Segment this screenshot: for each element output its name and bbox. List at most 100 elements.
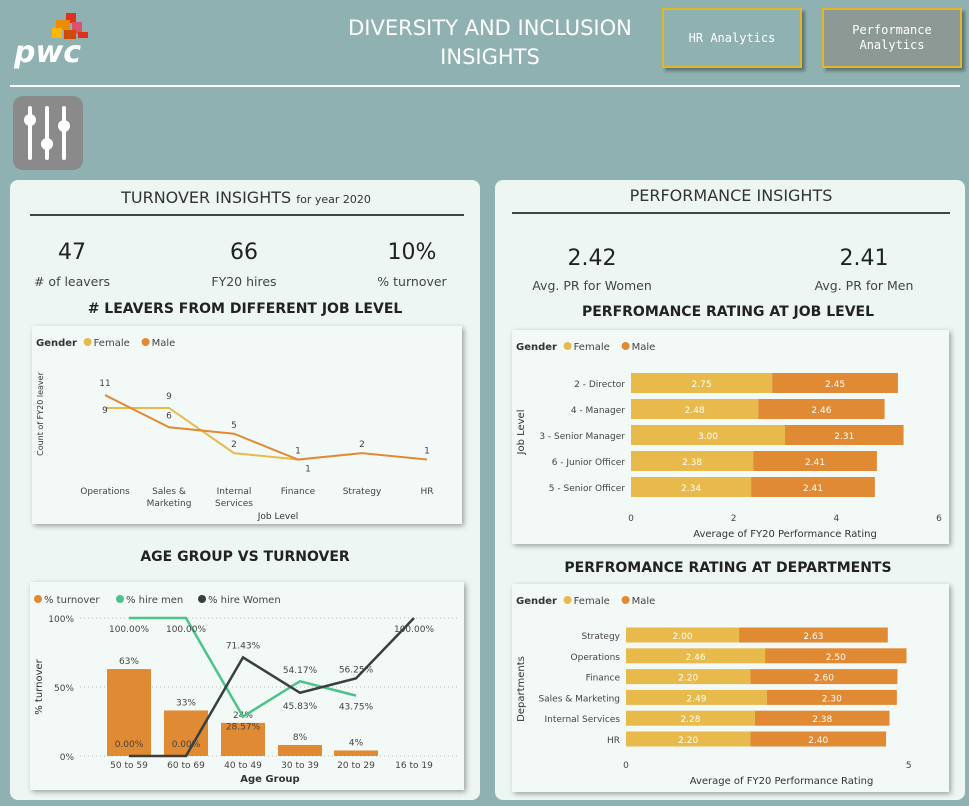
svg-joblevel-male-bar: [753, 451, 877, 471]
svg-departments-male-label: 2.38: [812, 715, 832, 725]
age-bar: [107, 669, 151, 756]
svg-departments-female-bar: [626, 648, 766, 664]
performance-analytics-button[interactable]: Performance Analytics: [822, 8, 962, 68]
leavers-series-line-male: [104, 394, 428, 461]
age-series-line: [129, 617, 415, 758]
leavers-x-tick-label: HR: [420, 487, 433, 497]
svg-joblevel-female-label: 2.75: [692, 380, 712, 390]
svg-departments-male-bar: [754, 710, 890, 726]
svg-departments-category-label: Sales & Marketing: [538, 694, 620, 704]
age-x-tick-label: 40 to 49: [224, 761, 262, 771]
departments-chart-title: PERFROMANCE RATING AT DEPARTMENTS: [564, 560, 892, 576]
pwc-logo: pwc: [13, 12, 94, 72]
svg-departments-female-label: 2.20: [678, 736, 698, 746]
kpi-hires-label: FY20 hires: [211, 274, 277, 289]
page-title: DIVERSITY AND INCLUSION INSIGHTS: [330, 14, 650, 72]
departments-bar-chart: Gender Female Male Departments Average of FY…: [516, 596, 912, 787]
age-bar-label: 8%: [293, 733, 308, 743]
legend-label: % turnover: [44, 595, 100, 606]
leavers-data-label: 9: [166, 392, 172, 402]
svg-departments-female-label: 2.46: [686, 653, 706, 663]
svg-joblevel-female-bar: [631, 399, 759, 419]
kpi-turnover-label: % turnover: [377, 274, 447, 289]
age-x-tick-label: 16 to 19: [395, 761, 433, 771]
leavers-data-label: 5: [231, 421, 237, 431]
svg-joblevel-female-label: 2.48: [685, 406, 705, 416]
svg-joblevel-female-label: 2.34: [681, 484, 701, 494]
age-combo-chart: % turnover % hire men % hire Women 0% 50% 100…: [34, 595, 460, 785]
age-line-label: 28.57%: [226, 723, 261, 733]
leavers-data-label: 2: [359, 440, 365, 450]
svg-joblevel-y-axis-label: Job Level: [516, 410, 527, 456]
svg-joblevel-male-label: 2.31: [834, 432, 854, 442]
age-bar-label: 63%: [119, 657, 139, 667]
svg-joblevel-male-bar: [785, 425, 904, 445]
svg-joblevel-female-bar: [631, 425, 785, 445]
leavers-data-label: 1: [295, 447, 301, 457]
joblevel-bar-chart: Gender Female Male Job Level Average of FY20…: [516, 342, 942, 540]
age-bar: [164, 710, 208, 756]
legend-marker: [621, 342, 630, 350]
leavers-data-label: 6: [166, 411, 172, 421]
kpi-hires-value: 66: [230, 240, 258, 265]
kpi-pr-men-value: 2.41: [839, 246, 889, 271]
age-bar: [221, 722, 265, 756]
leavers-data-label: 1: [305, 465, 311, 475]
svg-departments-x-axis-label: Average of FY20 Performance Rating: [690, 776, 874, 787]
svg-joblevel-female-label: 2.38: [682, 458, 702, 468]
age-x-tick-label: 50 to 59: [110, 761, 148, 771]
kpi-leavers-value: 47: [58, 240, 86, 265]
age-y-tick-label: 0%: [60, 753, 75, 763]
svg-joblevel-category-label: 5 - Senior Officer: [549, 484, 625, 494]
svg-joblevel-female-bar: [631, 451, 754, 471]
age-line-label: 45.83%: [283, 702, 318, 712]
age-line-label: 56.25%: [339, 665, 374, 675]
legend-marker: [116, 595, 124, 603]
sliders-icon: [24, 106, 70, 160]
legend-label: Male: [152, 338, 176, 349]
leavers-data-label: 9: [102, 406, 108, 416]
leavers-x-tick-label: Marketing: [147, 499, 192, 509]
svg-departments-male-label: 2.63: [803, 632, 823, 642]
performance-title-rule: [512, 212, 950, 214]
svg-departments-category-label: HR: [607, 736, 620, 746]
age-bar: [334, 750, 378, 756]
age-bar: [278, 744, 322, 756]
kpi-pr-women-label: Avg. PR for Women: [532, 278, 652, 293]
leavers-data-label: 11: [99, 379, 110, 389]
performance-analytics-label: Performance Analytics: [852, 23, 932, 52]
leavers-x-tick-label: Finance: [281, 487, 316, 497]
hr-analytics-button[interactable]: HR Analytics: [662, 8, 802, 68]
leavers-x-axis-label: Job Level: [257, 512, 299, 522]
svg-departments-category-label: Internal Services: [545, 715, 621, 725]
turnover-panel-title: TURNOVER INSIGHTS for year 2020: [121, 188, 371, 207]
header-divider: [10, 85, 960, 87]
age-x-tick-label: 30 to 39: [281, 761, 319, 771]
svg-departments-female-label: 2.20: [678, 674, 698, 684]
filter-toggle-button[interactable]: [13, 96, 83, 170]
kpi-turnover-value: 10%: [387, 240, 437, 265]
svg-departments-male-label: 2.50: [826, 653, 846, 663]
svg-joblevel-category-label: 4 - Manager: [571, 406, 625, 416]
svg-departments-y-axis-label: Departments: [516, 656, 527, 722]
age-line-label: 43.75%: [339, 703, 374, 713]
legend-label: Female: [574, 342, 610, 353]
age-y-tick-label: 50%: [54, 684, 74, 694]
age-series-line: [129, 616, 357, 719]
svg-joblevel-x-tick-label: 4: [833, 514, 839, 524]
leavers-x-tick-label: Services: [215, 499, 253, 509]
svg-joblevel-male-label: 2.46: [811, 406, 831, 416]
legend-label: Male: [632, 342, 656, 353]
legend-title: Gender: [516, 342, 557, 353]
svg-departments-male-bar: [739, 627, 888, 643]
svg-joblevel-male-bar: [751, 477, 875, 497]
svg-joblevel-male-bar: [772, 373, 898, 393]
svg-departments-female-bar: [626, 669, 751, 685]
leavers-x-tick-label: Operations: [80, 487, 130, 497]
svg-joblevel-male-label: 2.41: [805, 458, 825, 468]
legend-marker: [141, 338, 150, 346]
page-title-line2: INSIGHTS: [440, 45, 540, 69]
legend-marker: [621, 596, 630, 604]
legend-marker: [198, 595, 206, 603]
svg-departments-female-label: 2.49: [686, 694, 706, 704]
